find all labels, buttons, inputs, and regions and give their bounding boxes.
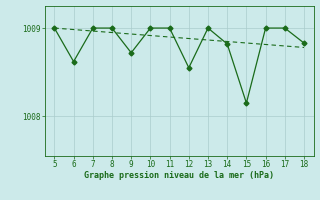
X-axis label: Graphe pression niveau de la mer (hPa): Graphe pression niveau de la mer (hPa) bbox=[84, 171, 274, 180]
